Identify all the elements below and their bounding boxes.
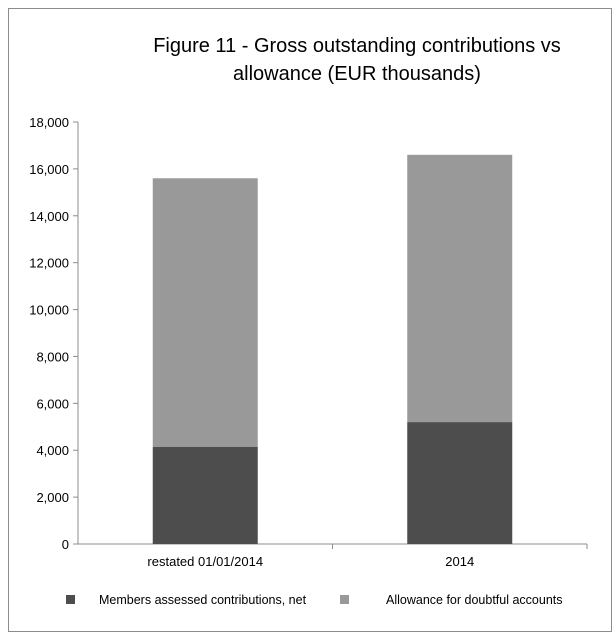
legend-label: Members assessed contributions, net — [99, 593, 307, 607]
y-tick-label: 8,000 — [36, 349, 69, 364]
legend: Members assessed contributions, net Allow… — [66, 593, 563, 607]
x-tick-label: 2014 — [445, 554, 474, 569]
bar-segment — [152, 446, 258, 544]
y-tick-label: 2,000 — [36, 490, 69, 505]
y-tick-label: 10,000 — [29, 303, 69, 318]
bar-segment — [152, 178, 258, 447]
chart-frame — [8, 8, 612, 632]
chart-title-line-2: allowance (EUR thousands) — [233, 63, 481, 85]
y-tick-label: 0 — [62, 537, 69, 552]
legend-label: Allowance for doubtful accounts — [386, 593, 563, 607]
chart-title-line-1: Figure 11 - Gross outstanding contributi… — [153, 35, 561, 57]
y-tick-label: 4,000 — [36, 443, 69, 458]
legend-swatch — [66, 595, 75, 604]
y-tick-label: 14,000 — [29, 209, 69, 224]
plot-area: 0 2,000 4,000 6,000 8,000 10,000 12,000 14,000 1… — [29, 115, 588, 569]
y-tick-label: 16,000 — [29, 162, 69, 177]
x-tick-label: restated 01/01/2014 — [147, 554, 263, 569]
bar-segment — [407, 422, 513, 544]
legend-swatch — [340, 595, 349, 604]
y-tick-label: 18,000 — [29, 115, 69, 130]
chart-title: Figure 11 - Gross outstanding contributi… — [153, 35, 561, 85]
y-tick-label: 6,000 — [36, 396, 69, 411]
bar-segment — [407, 154, 513, 423]
y-tick-label: 12,000 — [29, 256, 69, 271]
